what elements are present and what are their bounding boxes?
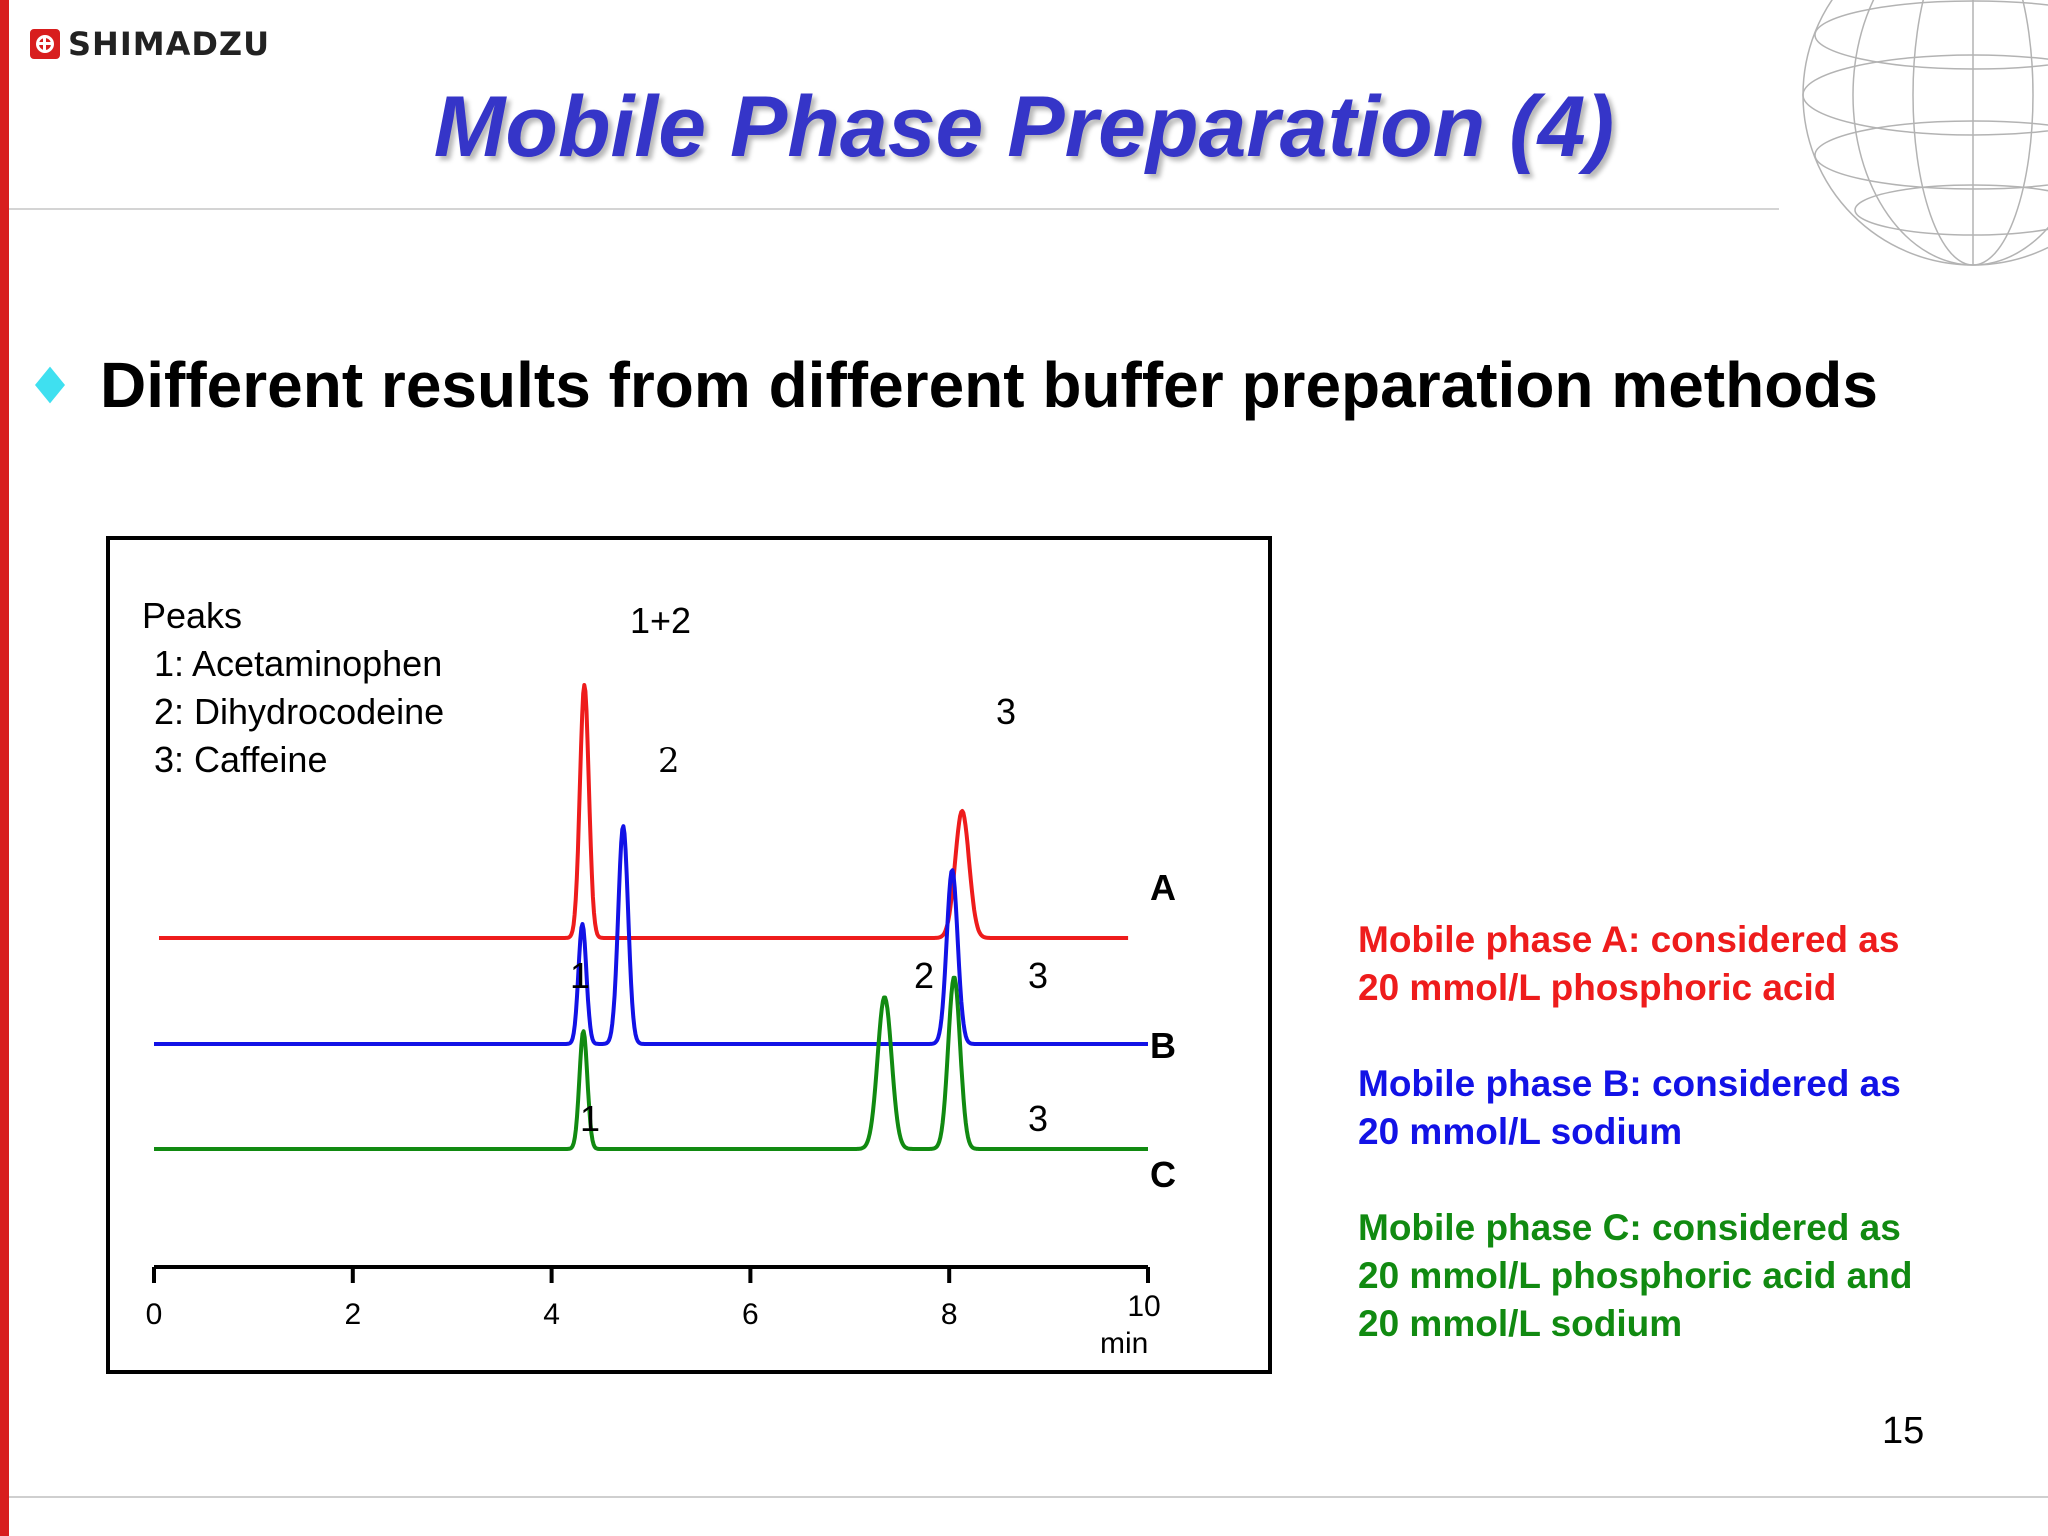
peak-label-b-3: 3 bbox=[1028, 955, 1048, 996]
trace-b bbox=[153, 824, 1149, 1046]
diamond-bullet-icon bbox=[35, 366, 65, 404]
x-axis-tick-label: 10 bbox=[1127, 1290, 1160, 1323]
shimadzu-logo-icon bbox=[30, 29, 60, 59]
mobile-phase-b: Mobile phase B: considered as 20 mmol/L … bbox=[1358, 1060, 1912, 1156]
peaks-legend-item: 3: Caffeine bbox=[154, 739, 328, 780]
x-axis-tick-label: 0 bbox=[146, 1298, 163, 1331]
bullet-heading-text: Different results from different buffer … bbox=[100, 349, 1878, 421]
series-label-b: B bbox=[1150, 1025, 1176, 1066]
logo-text: SHIMADZU bbox=[68, 25, 271, 63]
mobile-phase-c-line: 20 mmol/L phosphoric acid and bbox=[1358, 1255, 1913, 1296]
shimadzu-logo: SHIMADZU bbox=[30, 25, 271, 63]
mobile-phase-c-line: 20 mmol/L sodium bbox=[1358, 1303, 1683, 1344]
mobile-phase-a: Mobile phase A: considered as 20 mmol/L … bbox=[1358, 916, 1912, 1012]
globe-decoration-icon bbox=[1802, 0, 2048, 266]
x-axis-tick-label: 8 bbox=[941, 1298, 958, 1331]
left-accent-bar bbox=[0, 0, 9, 1536]
mobile-phase-c-line: Mobile phase C: considered as bbox=[1358, 1207, 1901, 1248]
x-axis-tick-label: 4 bbox=[543, 1298, 560, 1331]
peaks-legend-item: 2: Dihydrocodeine bbox=[154, 691, 445, 732]
peak-label-c-1: 1 bbox=[580, 1098, 600, 1139]
peaks-legend-title: Peaks bbox=[142, 595, 243, 636]
mobile-phase-b-line: 20 mmol/L sodium bbox=[1358, 1111, 1683, 1152]
series-label-a: A bbox=[1150, 867, 1176, 908]
footer-divider bbox=[9, 1496, 2048, 1498]
peaks-legend-item: 1: Acetaminophen bbox=[154, 643, 443, 684]
trace-c bbox=[153, 975, 1149, 1151]
page-number: 15 bbox=[1882, 1410, 1925, 1452]
peak-label-c-3: 3 bbox=[1028, 1098, 1048, 1139]
peak-label-b-2: 2 bbox=[914, 955, 934, 996]
x-axis-tick-label: 6 bbox=[742, 1298, 759, 1331]
peak-label-a-3: 3 bbox=[996, 691, 1016, 732]
peak-label-b-1: 1 bbox=[570, 955, 590, 996]
x-axis-tick-label: 2 bbox=[344, 1298, 361, 1331]
bullet-heading: Different results from different buffer … bbox=[30, 348, 1878, 422]
trace-a bbox=[158, 683, 1129, 940]
chromatogram-plot: 0 2 4 6 8 10 1+2 3 2 1 2 3 1 3 A B C min bbox=[146, 600, 1176, 1360]
peaks-legend: Peaks 1: Acetaminophen 2: Dihydrocodeine… bbox=[142, 592, 444, 784]
mobile-phase-legend: Mobile phase A: considered as 20 mmol/L … bbox=[1358, 916, 1912, 1396]
mobile-phase-b-line: Mobile phase B: considered as bbox=[1358, 1063, 1901, 1104]
x-axis-unit-label: min bbox=[1100, 1327, 1148, 1360]
peak-label-a-1-2: 1+2 bbox=[630, 600, 691, 641]
slide-title: Mobile Phase Preparation (4) bbox=[433, 79, 1615, 175]
series-label-c: C bbox=[1150, 1154, 1176, 1195]
chromatogram-chart: 0 2 4 6 8 10 1+2 3 2 1 2 3 1 3 A B C min Peak… bbox=[106, 536, 1272, 1374]
mobile-phase-c: Mobile phase C: considered as 20 mmol/L … bbox=[1358, 1204, 1912, 1348]
mobile-phase-a-line: 20 mmol/L phosphoric acid bbox=[1358, 967, 1837, 1008]
mobile-phase-a-line: Mobile phase A: considered as bbox=[1358, 919, 1900, 960]
peak-label-b-2-top: 2 bbox=[658, 741, 680, 781]
header-divider bbox=[9, 208, 1779, 210]
